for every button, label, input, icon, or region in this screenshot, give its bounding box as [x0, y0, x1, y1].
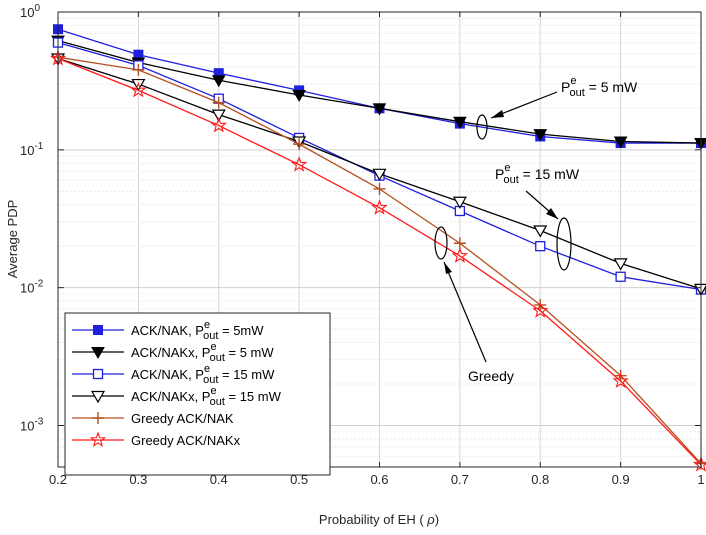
- data-point: [615, 271, 626, 282]
- data-point: [533, 129, 548, 142]
- data-point: [692, 456, 706, 472]
- data-point: [212, 96, 225, 109]
- data-point: [92, 412, 104, 424]
- x-tick-label: 0.5: [290, 472, 308, 487]
- x-axis-title: Probability of EH ( ρ): [319, 512, 439, 527]
- legend-label: ACK/NAKx, Pe out = 5 mW: [131, 341, 274, 364]
- data-point: [292, 89, 306, 102]
- x-axis-title-end: ): [435, 512, 439, 527]
- series-6: [49, 49, 706, 472]
- annotation-15mw: Pe out = 15 mW: [495, 162, 580, 186]
- x-axis-title-text: Probability of EH (: [319, 512, 424, 527]
- y-tick-label: 100: [20, 3, 40, 20]
- data-point: [453, 237, 466, 250]
- legend-label: ACK/NAK, Pe out = 5mW: [131, 319, 264, 342]
- annotation-5mw: Pe out = 5 mW: [561, 75, 638, 99]
- grid-lines: [58, 12, 701, 468]
- data-point: [612, 372, 629, 389]
- data-point: [293, 138, 306, 151]
- legend-item[interactable]: ACK/NAKx, Pe out = 5 mW: [72, 341, 274, 364]
- arrow-greedy: [443, 261, 487, 363]
- x-tick-label: 0.8: [531, 472, 549, 487]
- data-point: [533, 225, 548, 238]
- legend-label: ACK/NAKx, Pe out = 15 mW: [131, 385, 282, 408]
- data-point: [92, 368, 104, 380]
- legend-item[interactable]: ACK/NAKx, Pe out = 15 mW: [72, 385, 282, 408]
- data-point: [613, 136, 628, 149]
- arrowhead-greedy: [444, 262, 452, 274]
- ellipse-greedy: [434, 226, 448, 260]
- arrowhead-5mw: [491, 110, 504, 118]
- x-tick-label: 0.2: [49, 472, 67, 487]
- data-point: [90, 390, 106, 404]
- data-point: [613, 258, 628, 271]
- y-tick-label: 10-1: [20, 141, 44, 158]
- data-point: [132, 63, 145, 76]
- data-point: [290, 156, 308, 172]
- series-layer: [49, 24, 706, 472]
- x-tick-label: 1: [697, 472, 704, 487]
- legend-box: [64, 312, 331, 476]
- x-tick-label: 0.9: [612, 472, 630, 487]
- legend-item[interactable]: Greedy ACK/NAKx: [72, 431, 241, 448]
- data-point: [452, 196, 467, 209]
- data-point: [93, 325, 103, 335]
- data-point: [91, 347, 105, 360]
- y-tick-label: 10-2: [20, 279, 44, 296]
- legend-label: Greedy ACK/NAK: [131, 411, 234, 426]
- x-tick-label: 0.3: [129, 472, 147, 487]
- annotations: Pe out = 5 mW Pe out = 15 mW Greedy: [434, 75, 638, 384]
- legend-item[interactable]: ACK/NAK, Pe out = 5mW: [72, 319, 264, 342]
- legend-item[interactable]: Greedy ACK/NAK: [72, 411, 234, 426]
- data-point: [89, 431, 107, 447]
- data-point: [535, 241, 546, 252]
- data-point: [371, 199, 388, 215]
- x-tick-label: 0.4: [210, 472, 228, 487]
- x-tick-label: 0.6: [370, 472, 388, 487]
- series-line: [57, 57, 702, 466]
- ellipse-5mw: [476, 114, 488, 140]
- data-point: [373, 182, 386, 195]
- y-axis-title: Average PDP: [5, 200, 20, 279]
- data-point: [211, 75, 226, 88]
- data-point: [211, 109, 226, 122]
- x-axis-title-rho: ρ: [426, 512, 435, 527]
- y-tick-label: 10-3: [20, 417, 44, 434]
- data-point: [532, 302, 549, 318]
- data-point: [210, 116, 227, 133]
- data-point: [453, 116, 467, 129]
- data-point: [130, 81, 147, 98]
- data-point: [372, 168, 387, 182]
- axis-ticks: 0.2 0.3 0.4 0.5 0.6 0.7 0.8 0.9 1 100 10-1 10-2 10-3: [20, 3, 705, 487]
- legend-label: ACK/NAK, Pe out = 15 mW: [131, 363, 275, 386]
- legend-label: Greedy ACK/NAKx: [131, 433, 241, 448]
- ellipse-15mw: [556, 217, 572, 271]
- arrowhead-15mw: [546, 208, 558, 219]
- data-point: [372, 103, 387, 116]
- legend-item[interactable]: ACK/NAK, Pe out = 15 mW: [72, 363, 275, 386]
- annotation-greedy: Greedy: [468, 368, 514, 384]
- data-point: [451, 247, 469, 263]
- x-tick-label: 0.7: [451, 472, 469, 487]
